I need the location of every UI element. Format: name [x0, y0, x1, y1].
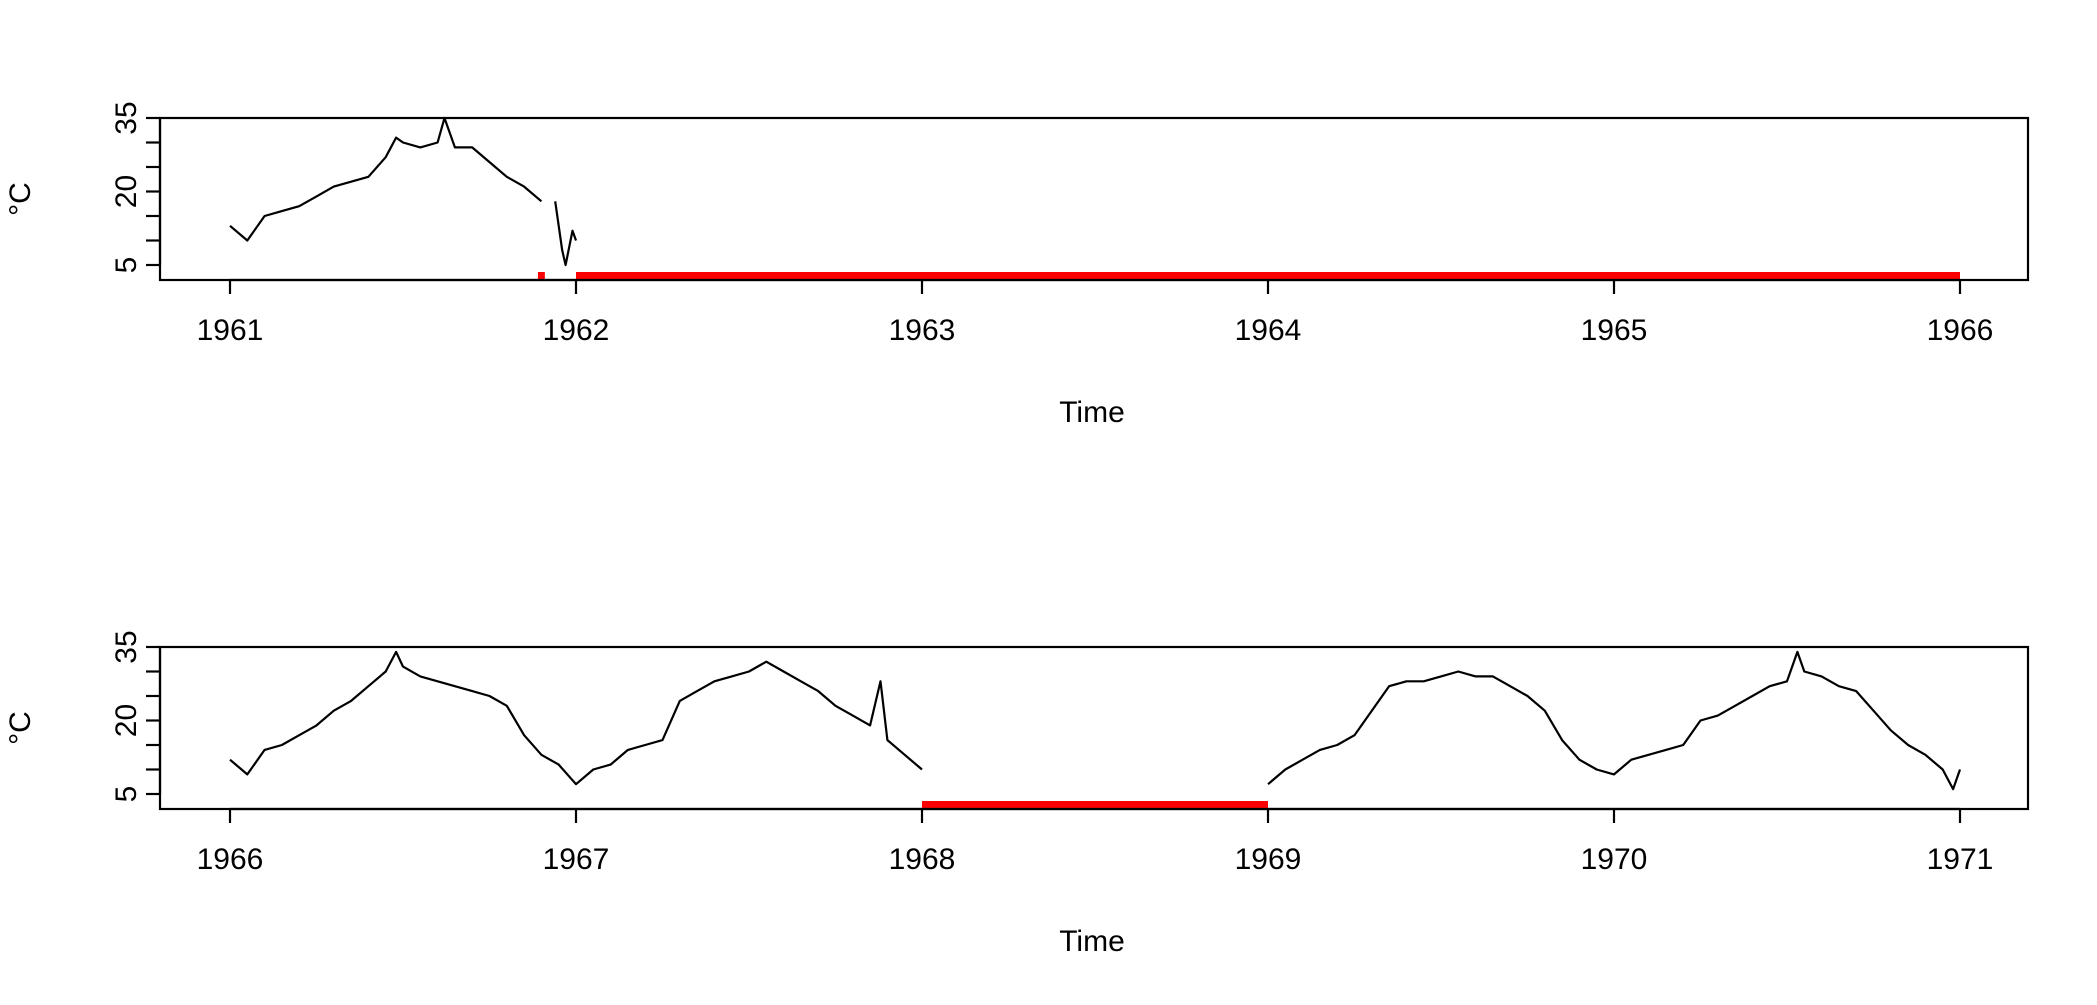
x-tick-label: 1961 — [197, 314, 264, 347]
x-tick-label: 1968 — [889, 843, 956, 876]
x-tick-label: 1967 — [543, 843, 610, 876]
y-axis-label: °C — [4, 182, 37, 216]
x-tick-label: 1970 — [1581, 843, 1648, 876]
plot-frame — [158, 645, 2030, 811]
bottom-panel: 1966 1967 1968 1969 1970 1971 5 20 35 Time °C — [4, 630, 2030, 958]
y-tick-label: 35 — [110, 101, 143, 134]
x-axis-label: Time — [1059, 396, 1125, 429]
y-tick-label: 5 — [110, 257, 143, 274]
temperature-series-0 — [229, 116, 543, 242]
top-panel: 1961 1962 1963 1964 1965 1966 5 20 35 Time °C — [4, 101, 2030, 429]
x-tick-label: 1966 — [197, 843, 264, 876]
x-tick-label: 1969 — [1235, 843, 1302, 876]
x-tick-label: 1965 — [1581, 314, 1648, 347]
x-tick-label: 1964 — [1235, 314, 1302, 347]
y-tick-label: 35 — [110, 630, 143, 663]
x-tick-label: 1963 — [889, 314, 956, 347]
x-tick-label: 1962 — [543, 314, 610, 347]
temperature-series-1 — [1267, 650, 1962, 791]
y-tick-label: 20 — [110, 704, 143, 737]
y-axis-label: °C — [4, 711, 37, 745]
temperature-series-0 — [229, 650, 923, 786]
y-tick-label: 5 — [110, 786, 143, 803]
y-tick-label: 20 — [110, 175, 143, 208]
x-tick-label: 1966 — [1927, 314, 1994, 347]
temperature-series-1 — [554, 201, 578, 267]
plot-frame — [158, 116, 2030, 282]
x-axis-label: Time — [1059, 925, 1125, 958]
x-tick-label: 1971 — [1927, 843, 1994, 876]
